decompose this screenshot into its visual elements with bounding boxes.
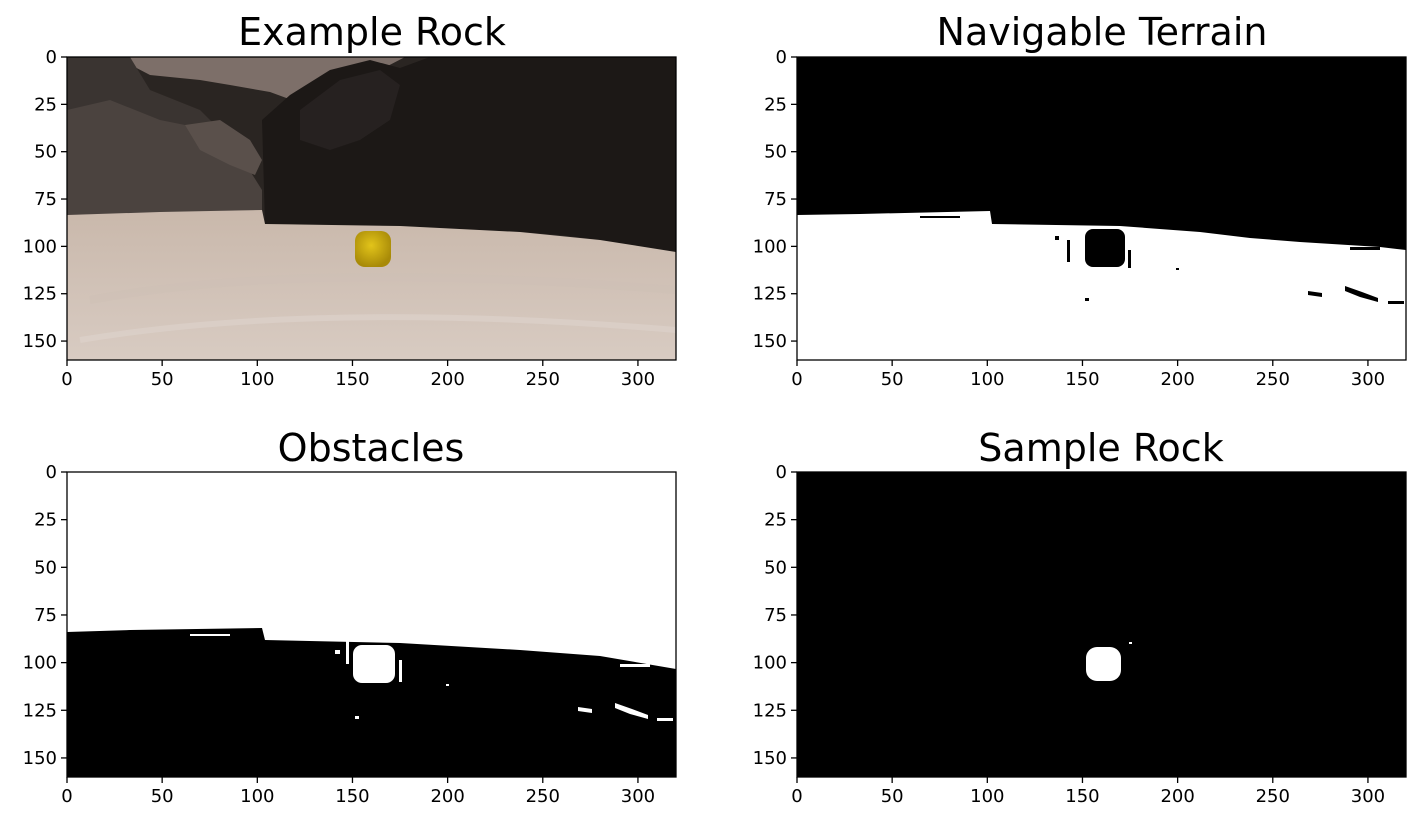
x-tick-label: 200 (1160, 369, 1194, 390)
y-tick-label: 75 (34, 605, 57, 626)
x-tick-label: 50 (881, 786, 904, 807)
y-tick-label: 125 (23, 284, 57, 305)
y-tick-label: 50 (34, 557, 57, 578)
panel-image (66, 471, 677, 778)
x-tick-label: 50 (151, 786, 174, 807)
y-tick-label: 125 (753, 700, 787, 721)
y-tick-label: 0 (46, 462, 57, 483)
x-tick-label: 200 (430, 786, 464, 807)
panel-title: Obstacles (278, 426, 465, 470)
y-tick-label: 150 (23, 748, 57, 769)
x-tick-label: 150 (1065, 786, 1099, 807)
panel-example-rock: Example Rock 0 50 100 150 200 250 300 0 25 50 75 10… (23, 10, 677, 390)
axis-ticks: 0 50 100 150 200 250 300 0 25 50 75 100 125 150 (753, 462, 1385, 807)
x-tick-label: 0 (791, 369, 802, 390)
x-tick-label: 100 (240, 369, 274, 390)
y-tick-label: 25 (764, 94, 787, 115)
panel-sample-rock: Sample Rock 0 50 100 150 200 250 300 0 25 50 75 100… (753, 426, 1407, 807)
y-tick-label: 125 (23, 700, 57, 721)
panel-title: Example Rock (238, 10, 506, 54)
x-tick-label: 0 (791, 786, 802, 807)
y-tick-label: 100 (23, 236, 57, 257)
y-tick-label: 25 (764, 510, 787, 531)
y-tick-label: 25 (34, 94, 57, 115)
x-tick-label: 300 (621, 369, 655, 390)
y-tick-label: 150 (23, 331, 57, 352)
x-tick-label: 0 (61, 369, 72, 390)
x-tick-label: 150 (335, 786, 369, 807)
x-tick-label: 250 (526, 369, 560, 390)
x-tick-label: 250 (1256, 786, 1290, 807)
x-tick-label: 100 (970, 369, 1004, 390)
y-tick-label: 100 (23, 653, 57, 674)
y-tick-label: 100 (753, 236, 787, 257)
x-tick-label: 300 (1351, 369, 1385, 390)
panel-navigable-terrain: Navigable Terrain 0 50 100 150 200 250 300 0 25 5… (753, 10, 1407, 390)
axis-ticks: 0 50 100 150 200 250 300 0 25 50 75 100 125 150 (23, 462, 655, 807)
panel-obstacles: Obstacles 0 50 100 150 200 250 300 0 25 50 75 100 12… (23, 426, 677, 807)
axis-ticks: 0 50 100 150 200 250 300 0 25 50 75 100 125 150 (753, 47, 1385, 390)
y-tick-label: 125 (753, 284, 787, 305)
x-tick-label: 250 (526, 786, 560, 807)
axis-ticks: 0 50 100 150 200 250 300 0 25 50 75 100 125 150 (23, 47, 655, 390)
x-tick-label: 150 (1065, 369, 1099, 390)
y-tick-label: 75 (764, 605, 787, 626)
y-tick-label: 50 (764, 142, 787, 163)
y-tick-label: 150 (753, 748, 787, 769)
y-tick-label: 150 (753, 331, 787, 352)
panel-image (66, 56, 677, 361)
y-tick-label: 75 (34, 189, 57, 210)
y-tick-label: 50 (764, 557, 787, 578)
panel-title: Sample Rock (978, 426, 1223, 470)
y-tick-label: 0 (776, 47, 787, 68)
x-tick-label: 150 (335, 369, 369, 390)
x-tick-label: 300 (1351, 786, 1385, 807)
x-tick-label: 100 (970, 786, 1004, 807)
x-tick-label: 50 (881, 369, 904, 390)
y-tick-label: 50 (34, 142, 57, 163)
panel-image (796, 471, 1407, 778)
y-tick-label: 100 (753, 653, 787, 674)
x-tick-label: 200 (1160, 786, 1194, 807)
y-tick-label: 0 (776, 462, 787, 483)
y-tick-label: 0 (46, 47, 57, 68)
y-tick-label: 25 (34, 510, 57, 531)
panel-title: Navigable Terrain (937, 10, 1268, 54)
x-tick-label: 250 (1256, 369, 1290, 390)
x-tick-label: 300 (621, 786, 655, 807)
x-tick-label: 100 (240, 786, 274, 807)
x-tick-label: 0 (61, 786, 72, 807)
x-tick-label: 50 (151, 369, 174, 390)
y-tick-label: 75 (764, 189, 787, 210)
x-tick-label: 200 (430, 369, 464, 390)
panel-image (796, 56, 1407, 361)
